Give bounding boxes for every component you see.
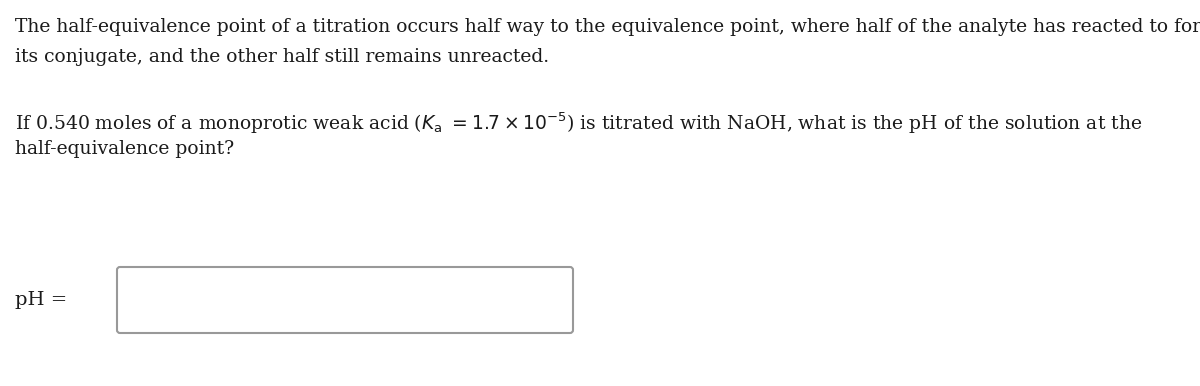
Text: its conjugate, and the other half still remains unreacted.: its conjugate, and the other half still …	[14, 48, 550, 66]
Text: If 0.540 moles of a monoprotic weak acid ($K_\mathrm{a}$ $= 1.7 \times 10^{-5}$): If 0.540 moles of a monoprotic weak acid…	[14, 110, 1142, 135]
Text: half-equivalence point?: half-equivalence point?	[14, 140, 234, 158]
FancyBboxPatch shape	[118, 267, 574, 333]
Text: pH =: pH =	[14, 291, 67, 309]
Text: The half-equivalence point of a titration occurs half way to the equivalence poi: The half-equivalence point of a titratio…	[14, 18, 1200, 36]
